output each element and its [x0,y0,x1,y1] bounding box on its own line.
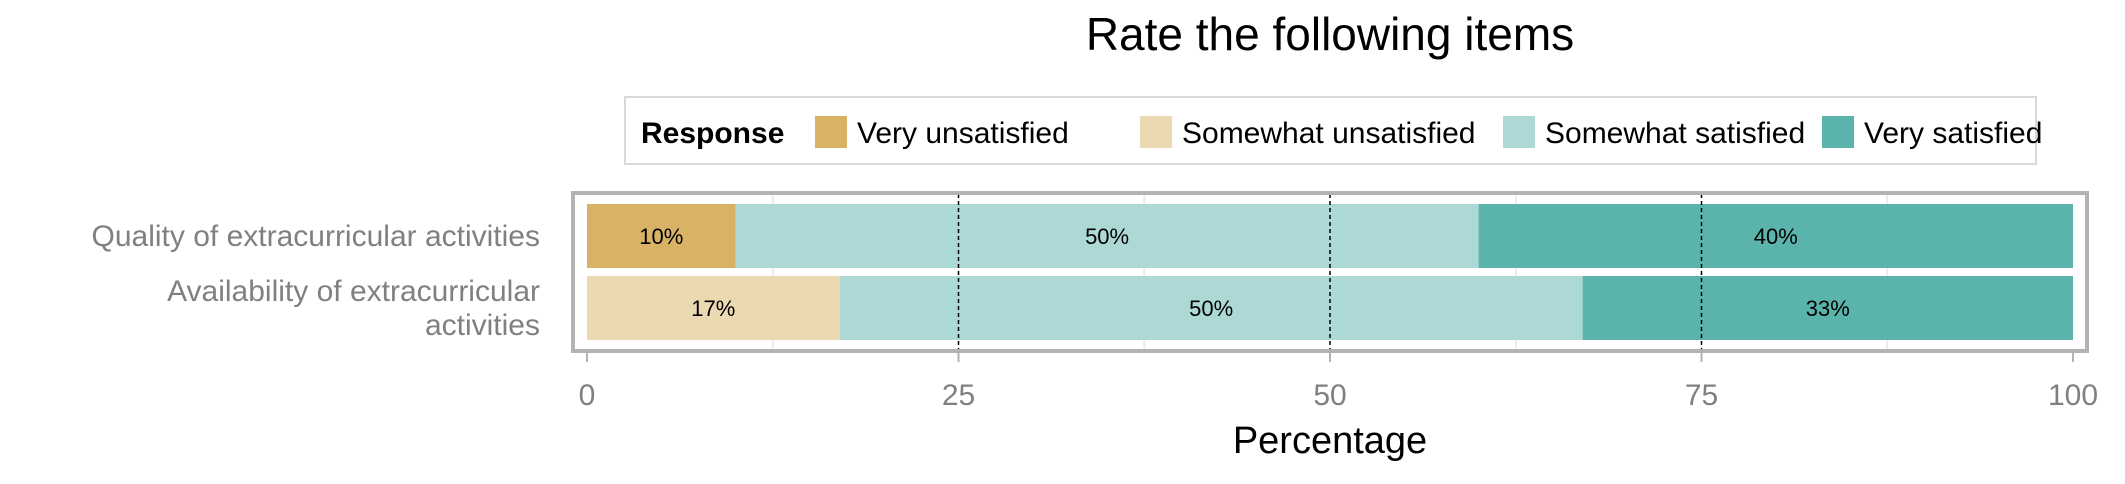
plot-area: 10% 50% 40% Quality of extracurricular acti… [92,191,2098,412]
bar-data-label: 33% [1806,296,1850,321]
legend-key [1140,116,1172,148]
x-tick-label: 25 [942,379,975,412]
legend-entry: Somewhat unsatisfied [1182,117,1476,150]
category-label: Quality of extracurricular activities [92,220,540,253]
x-tick-label: 100 [2048,379,2098,412]
x-tick-label: 75 [1685,379,1718,412]
x-tick-label: 0 [579,379,596,412]
legend-entry: Very unsatisfied [857,117,1069,150]
bar-data-label: 10% [639,224,683,249]
bar-segment [839,276,1583,340]
legend-key [815,116,847,148]
x-tick-label: 50 [1313,379,1346,412]
bar-segment [587,276,840,340]
legend-title: Response [641,117,784,150]
legend-entry: Very satisfied [1864,117,2042,150]
legend-key [1503,116,1535,148]
legend-key [1822,116,1854,148]
legend-box [624,96,2037,165]
bar-segment [1582,276,2073,340]
bar-segment [1478,204,2073,268]
category-label: activities [425,309,540,342]
bar-data-label: 17% [691,296,735,321]
category-label: Availability of extracurricular [167,275,540,308]
bar-segment [587,204,736,268]
x-axis-label: Percentage [1233,420,1427,462]
chart-title: Rate the following items [1086,8,1574,60]
bar-data-label: 50% [1189,296,1233,321]
legend-entry: Somewhat satisfied [1545,117,1805,150]
bar-data-label: 40% [1754,224,1798,249]
legend: Response Very unsatisfied Somewhat unsatis… [624,96,2042,165]
bar-segment [735,204,1479,268]
bar-data-label: 50% [1085,224,1129,249]
